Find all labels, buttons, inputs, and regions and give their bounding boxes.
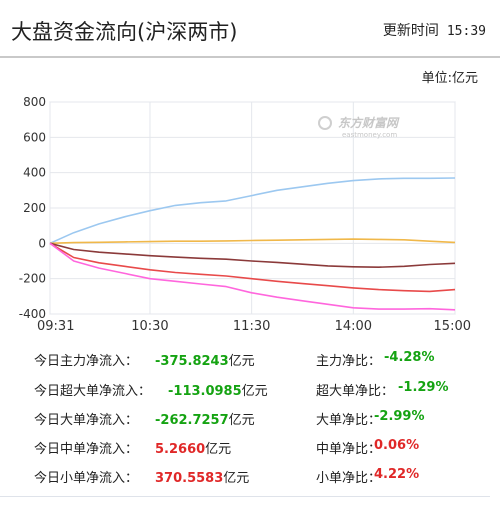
stat-row-large: 今日大单净流入： -262.7257亿元 大单净比： -2.99%	[0, 409, 500, 433]
stat-row-small: 今日小单净流入： 370.5583亿元 小单净比： 4.22%	[0, 467, 500, 491]
stat-value: -375.8243亿元	[155, 350, 255, 369]
x-tick-label: 15:00	[434, 319, 471, 334]
stat-unit: 亿元	[223, 471, 250, 486]
ratio-label: 超大单净比：	[316, 384, 395, 399]
y-tick-label: 0	[38, 236, 46, 250]
stat-row-main: 今日主力净流入： -375.8243亿元 主力净比： -4.28%	[0, 350, 500, 374]
x-tick-label: 09:31	[37, 319, 74, 334]
ratio-label: 小单净比：	[316, 471, 382, 486]
ratio-value: -2.99%	[374, 409, 425, 424]
ratio-label: 主力净比：	[316, 354, 382, 369]
x-tick-label: 10:30	[131, 319, 168, 334]
y-tick-label: 400	[23, 166, 46, 180]
stat-number: 370.5583	[155, 471, 224, 486]
update-time-value: 15:39	[446, 24, 486, 39]
stat-label: 今日超大单净流入：	[34, 384, 152, 399]
x-tick-label: 11:30	[233, 319, 270, 334]
stat-label: 今日主力净流入：	[34, 354, 139, 369]
stat-number: 5.2660	[155, 442, 206, 457]
footer-divider	[0, 496, 490, 497]
stat-unit: 亿元	[228, 354, 255, 369]
y-tick-label: 200	[23, 201, 46, 215]
stat-value: -262.7257亿元	[155, 409, 255, 428]
stat-unit: 亿元	[228, 413, 255, 428]
stat-number: -262.7257	[155, 413, 229, 428]
y-tick-label: -200	[19, 272, 46, 286]
stat-row-super-large: 今日超大单净流入： -113.0985亿元 超大单净比： -1.29%	[0, 380, 500, 404]
watermark-logo: 东方财富网	[338, 116, 400, 130]
stat-unit: 亿元	[205, 442, 232, 457]
stat-row-medium: 今日中单净流入： 5.2660亿元 中单净比： 0.06%	[0, 438, 500, 462]
stat-number: -375.8243	[155, 354, 229, 369]
update-time-label: 更新时间	[382, 23, 439, 39]
page-title: 大盘资金流向(沪深两市)	[11, 20, 238, 44]
unit-label: 单位:亿元	[421, 71, 478, 86]
series-line-large	[49, 242, 456, 311]
ratio-label: 大单净比：	[316, 413, 382, 428]
series-line-main	[49, 242, 456, 293]
y-tick-label: -400	[19, 307, 46, 321]
stat-number: -113.0985	[168, 384, 242, 399]
watermark-site: eastmoney.com	[342, 131, 397, 139]
stat-value: 370.5583亿元	[155, 467, 249, 486]
stat-label: 今日大单净流入：	[34, 413, 139, 428]
series-line-medium	[49, 238, 456, 245]
stat-value: -113.0985亿元	[168, 380, 268, 399]
ratio-value: -4.28%	[384, 350, 435, 365]
page-header: 大盘资金流向(沪深两市) 更新时间 15:39	[0, 0, 500, 58]
y-tick-label: 800	[23, 95, 46, 109]
ratio-value: -1.29%	[398, 380, 449, 395]
series-line-small	[49, 177, 456, 245]
x-tick-label: 14:00	[335, 319, 372, 334]
update-time-block: 更新时间 15:39	[383, 20, 486, 40]
stat-label: 今日小单净流入：	[34, 471, 139, 486]
y-tick-label: 600	[23, 130, 46, 144]
watermark-icon	[318, 116, 332, 130]
ratio-label: 中单净比：	[316, 442, 382, 457]
stat-unit: 亿元	[241, 384, 268, 399]
ratio-value: 4.22%	[374, 467, 420, 482]
stat-label: 今日中单净流入：	[34, 442, 139, 457]
ratio-value: 0.06%	[374, 438, 420, 453]
series-line-super_large	[49, 242, 456, 268]
stat-value: 5.2660亿元	[155, 438, 231, 457]
